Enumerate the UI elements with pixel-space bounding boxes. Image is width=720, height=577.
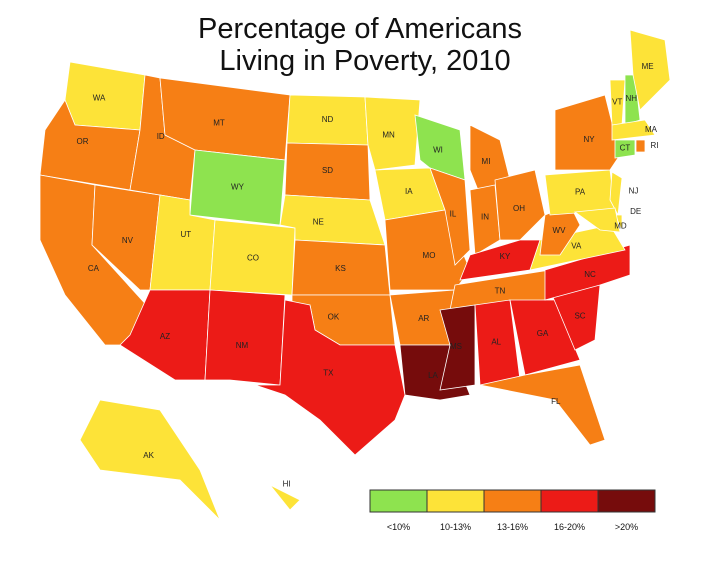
title-line: Percentage of Americans bbox=[198, 13, 522, 45]
state-label: MN bbox=[382, 131, 395, 140]
state-label: CA bbox=[88, 264, 100, 273]
state-label: WY bbox=[231, 183, 245, 192]
state-label: NE bbox=[313, 217, 324, 226]
state bbox=[611, 119, 656, 141]
state bbox=[494, 169, 546, 241]
legend: <10% 10-13% 13-16% 16-20% >20% bbox=[369, 489, 656, 532]
state-label: NJ bbox=[629, 186, 639, 195]
state-label: ME bbox=[642, 62, 654, 71]
state-label: KS bbox=[335, 264, 346, 273]
state-label: VT bbox=[612, 98, 622, 107]
state-label: IL bbox=[450, 210, 457, 219]
legend-swatch bbox=[597, 489, 656, 513]
state-label: MA bbox=[645, 125, 658, 134]
state-label: WV bbox=[553, 226, 567, 235]
state-label: AZ bbox=[160, 332, 170, 341]
state-label: SC bbox=[574, 311, 585, 320]
state-label: HI bbox=[283, 479, 291, 488]
state-label: FL bbox=[551, 397, 561, 406]
state bbox=[479, 364, 606, 446]
state bbox=[279, 194, 386, 246]
state-label: NM bbox=[236, 341, 249, 350]
state-label: UT bbox=[180, 230, 191, 239]
state bbox=[439, 304, 476, 391]
state-label: AR bbox=[418, 314, 429, 323]
state-label: DE bbox=[630, 207, 641, 216]
state-label: OH bbox=[513, 204, 525, 213]
state-label: NC bbox=[584, 270, 596, 279]
state bbox=[635, 139, 646, 153]
state-label: KY bbox=[500, 252, 511, 261]
state-label: IA bbox=[405, 187, 413, 196]
states: WA OR CA NV ID MT WY UT CO AZ NM ND SD NE KS OK TX MN IA MO… bbox=[39, 29, 671, 521]
state-label: AL bbox=[491, 338, 501, 347]
state bbox=[204, 289, 286, 386]
state-label: LA bbox=[428, 371, 438, 380]
state-label: CO bbox=[247, 253, 259, 262]
state bbox=[254, 299, 406, 456]
state bbox=[573, 207, 621, 233]
state bbox=[364, 96, 421, 171]
state-label: VA bbox=[571, 241, 582, 250]
state-label: IN bbox=[481, 213, 489, 222]
state bbox=[554, 94, 621, 171]
legend-swatch bbox=[369, 489, 428, 513]
state-label: AK bbox=[143, 451, 154, 460]
state-label: TN bbox=[495, 286, 506, 295]
state-label: MT bbox=[213, 119, 225, 128]
state-label: OK bbox=[328, 312, 340, 321]
state-label: CT bbox=[620, 143, 631, 152]
state-label: WI bbox=[433, 146, 443, 155]
state-label: ND bbox=[322, 115, 334, 124]
state-label: TX bbox=[323, 368, 334, 377]
legend-label: 16-20% bbox=[554, 522, 585, 532]
state bbox=[614, 139, 636, 159]
legend-swatch bbox=[483, 489, 542, 513]
state-label: PA bbox=[575, 188, 586, 197]
state-label: OR bbox=[77, 137, 89, 146]
state-label: NV bbox=[122, 236, 134, 245]
legend-label: >20% bbox=[615, 522, 638, 532]
legend-label: 10-13% bbox=[440, 522, 471, 532]
state-label: SD bbox=[322, 166, 333, 175]
state-label: GA bbox=[537, 329, 549, 338]
title-line: Living in Poverty, 2010 bbox=[219, 45, 510, 77]
state bbox=[629, 29, 671, 111]
state-label: MS bbox=[450, 342, 462, 351]
state bbox=[429, 167, 471, 266]
legend-swatch bbox=[426, 489, 485, 513]
state-label: ID bbox=[157, 132, 165, 141]
state-label: WA bbox=[93, 94, 106, 103]
state-label: NY bbox=[583, 135, 595, 144]
state-label: NH bbox=[625, 94, 637, 103]
state bbox=[79, 399, 221, 521]
state bbox=[269, 484, 301, 511]
state-label: MO bbox=[423, 251, 436, 260]
state-label: MD bbox=[614, 222, 627, 231]
state bbox=[529, 224, 626, 271]
state-label: MI bbox=[482, 157, 491, 166]
legend-label: <10% bbox=[387, 522, 410, 532]
legend-label: 13-16% bbox=[497, 522, 528, 532]
state-label: RI bbox=[651, 141, 659, 150]
legend-swatch bbox=[540, 489, 599, 513]
